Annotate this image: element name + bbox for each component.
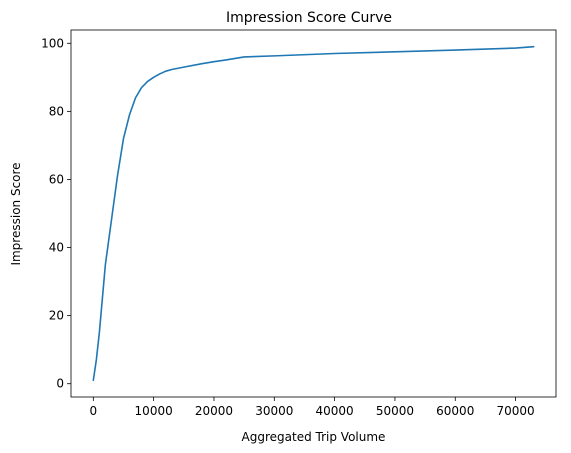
plot-frame: [70, 29, 557, 398]
y-axis: 0 20 40 60 80 100: [41, 36, 71, 391]
y-tick-label: 20: [49, 309, 64, 323]
x-tick-label: 60000: [436, 404, 474, 418]
x-tick-label: 40000: [316, 404, 354, 418]
chart-title: Impression Score Curve: [226, 10, 392, 26]
y-tick-label: 80: [49, 104, 64, 118]
y-tick-label: 40: [49, 241, 64, 255]
y-tick-label: 0: [56, 377, 64, 391]
x-tick-label: 70000: [496, 404, 534, 418]
x-tick-label: 10000: [135, 404, 173, 418]
x-axis: 0 10000 20000 30000 40000 50000 60000 70000: [89, 397, 535, 418]
x-tick-label: 20000: [195, 404, 233, 418]
x-axis-label: Aggregated Trip Volume: [242, 430, 386, 444]
y-tick-label: 100: [41, 36, 64, 50]
x-tick-label: 0: [89, 404, 97, 418]
y-axis-label: Impression Score: [9, 162, 23, 265]
x-tick-label: 30000: [255, 404, 293, 418]
y-tick-label: 60: [49, 172, 64, 186]
series-line-0: [92, 45, 535, 382]
plot-area: [70, 29, 557, 398]
x-tick-label: 50000: [376, 404, 414, 418]
